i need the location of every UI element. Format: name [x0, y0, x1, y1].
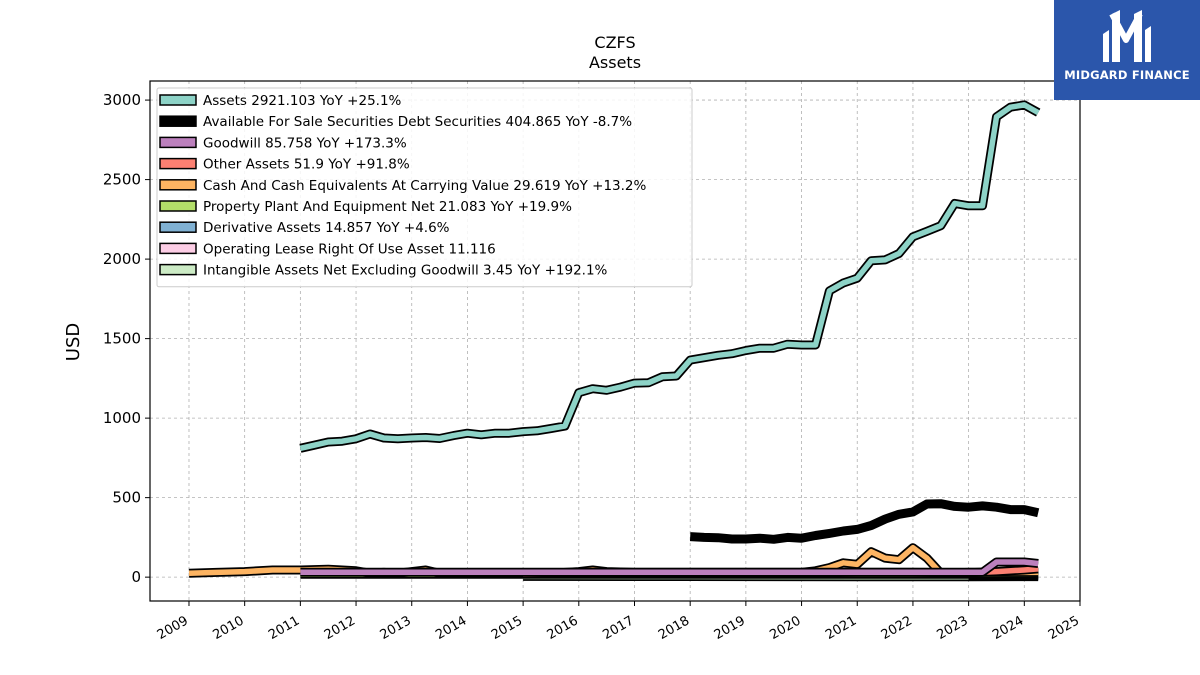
x-axis: 2009 2010 2011 2012 2013 2014 2015 2016 2017 2018…: [155, 601, 1082, 643]
series-available-for-sale-securities-debt-securities: [689, 499, 1040, 544]
legend-item: Goodwill 85.758 YoY +173.3%: [159, 135, 407, 151]
legend-swatch: [159, 136, 197, 149]
x-tick-label: 2017: [600, 613, 636, 643]
plot-frame: [149, 80, 1081, 602]
series-goodwill: [300, 557, 1039, 577]
y-tick-label: 3000: [103, 91, 141, 109]
x-tick-label: 2015: [489, 613, 525, 643]
legend-box: [156, 87, 693, 288]
legend-item: Property Plant And Equipment Net 21.083 …: [159, 199, 572, 215]
x-tick-label: 2022: [879, 613, 915, 643]
series-layer: [188, 100, 1041, 582]
legend-swatch: [159, 242, 197, 255]
legend-swatch: [159, 221, 197, 233]
legend-label: Operating Lease Right Of Use Asset 11.11…: [203, 241, 496, 257]
x-tick-label: 2011: [266, 613, 302, 643]
legend-label: Other Assets 51.9 YoY +91.8%: [203, 157, 410, 173]
legend-label: Assets 2921.103 YoY +25.1%: [203, 93, 402, 109]
legend-label: Intangible Assets Net Excluding Goodwill…: [203, 263, 608, 279]
legend-item: Available For Sale Securities Debt Secur…: [159, 114, 632, 130]
legend-label: Cash And Cash Equivalents At Carrying Va…: [203, 178, 647, 194]
y-tick-label: 500: [112, 489, 141, 507]
y-tick-label: 2000: [103, 250, 141, 268]
y-tick-label: 1000: [103, 409, 141, 427]
midgard-logo-icon: [1103, 10, 1151, 62]
legend: Assets 2921.103 YoY +25.1% Available For …: [156, 87, 693, 288]
x-tick-label: 2018: [656, 613, 692, 643]
series-line: [299, 102, 1040, 451]
legend-item: Operating Lease Right Of Use Asset 11.11…: [159, 241, 496, 257]
x-tick-label: 2025: [1046, 613, 1082, 643]
x-tick-label: 2020: [767, 613, 803, 643]
chart-subtitle: Assets: [589, 53, 641, 72]
legend-item: Intangible Assets Net Excluding Goodwill…: [159, 263, 608, 279]
y-tick-label: 2500: [103, 171, 141, 189]
brand-logo: MIDGARD FINANCE: [1054, 0, 1200, 100]
x-tick-label: 2014: [433, 613, 469, 643]
legend-swatch: [159, 179, 197, 191]
series-assets: [299, 100, 1041, 453]
x-tick-label: 2023: [934, 613, 970, 643]
brand-name: MIDGARD FINANCE: [1064, 68, 1190, 82]
y-axis-label: USD: [63, 323, 84, 361]
y-axis: 0 500 1000 1500 2000 2500 3000: [103, 91, 150, 586]
x-tick-label: 2021: [823, 613, 859, 643]
x-tick-label: 2019: [712, 613, 748, 643]
x-tick-label: 2024: [990, 613, 1026, 643]
x-tick-label: 2009: [155, 613, 191, 643]
legend-label: Derivative Assets 14.857 YoY +4.6%: [203, 220, 450, 236]
legend-item: Derivative Assets 14.857 YoY +4.6%: [159, 220, 450, 236]
legend-label: Available For Sale Securities Debt Secur…: [203, 114, 632, 130]
x-tick-label: 2016: [545, 613, 581, 643]
legend-item: Cash And Cash Equivalents At Carrying Va…: [159, 178, 647, 194]
legend-swatch: [159, 94, 197, 106]
legend-swatch: [159, 157, 197, 170]
legend-swatch: [159, 115, 197, 127]
legend-label: Property Plant And Equipment Net 21.083 …: [203, 199, 572, 215]
series-line: [689, 499, 1040, 544]
legend-item: Other Assets 51.9 YoY +91.8%: [159, 157, 410, 173]
x-tick-label: 2010: [211, 613, 247, 643]
x-tick-label: 2012: [322, 613, 358, 643]
y-tick-label: 1500: [103, 330, 141, 348]
series-line: [300, 559, 1039, 575]
legend-swatch: [159, 263, 197, 276]
x-tick-label: 2013: [378, 613, 414, 643]
legend-item: Assets 2921.103 YoY +25.1%: [159, 93, 402, 109]
y-tick-label: 0: [131, 568, 141, 586]
legend-swatch: [159, 200, 197, 212]
chart-title: CZFS: [594, 33, 635, 52]
legend-label: Goodwill 85.758 YoY +173.3%: [203, 135, 407, 151]
